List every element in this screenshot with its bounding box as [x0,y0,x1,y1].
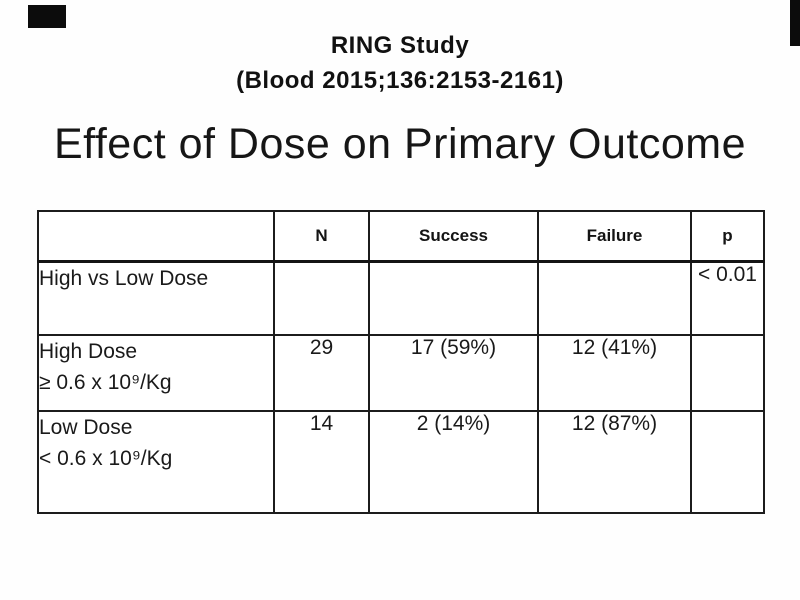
col-header-failure: Failure [537,210,692,263]
citation: (Blood 2015;136:2153-2161) [236,67,564,94]
page-title: Effect of Dose on Primary Outcome [53,120,747,168]
table-header-row: N Success Failure p [37,210,765,263]
row-label: High vs Low Dose [37,260,275,336]
row-label-line1: Low Dose [39,415,133,439]
row-label-line2: < 0.6 x 10⁹/Kg [39,446,173,470]
title-block: RING Study (Blood 2015;136:2153-2161) [0,28,800,98]
row-label: High Dose ≥ 0.6 x 10⁹/Kg [37,333,275,412]
outcome-table: N Success Failure p High vs Low Dose < 0… [37,210,765,514]
scan-mark-top-left [28,5,66,28]
scan-mark-right-edge [790,0,800,46]
col-header-blank [37,210,275,263]
table-row-high-vs-low: High vs Low Dose < 0.01 [37,260,765,336]
study-title: RING Study [330,32,470,59]
table-row-high-dose: High Dose ≥ 0.6 x 10⁹/Kg 29 17 (59%) 12 … [37,333,765,412]
cell-n [273,260,370,336]
row-label-line1: High vs Low Dose [39,267,209,290]
row-label-line1: High Dose [39,339,138,363]
row-label: Low Dose < 0.6 x 10⁹/Kg [37,409,275,514]
cell-n: 29 [273,333,370,412]
cell-success: 2 (14%) [368,409,539,514]
cell-failure: 12 (87%) [537,409,692,514]
cell-failure: 12 (41%) [537,333,692,412]
col-header-p: p [690,210,765,263]
row-label-line2: ≥ 0.6 x 10⁹/Kg [39,370,172,394]
cell-p: < 0.01 [690,260,765,336]
cell-success [368,260,539,336]
table-row-low-dose: Low Dose < 0.6 x 10⁹/Kg 14 2 (14%) 12 (8… [37,409,765,514]
col-header-success: Success [368,210,539,263]
cell-p [690,409,765,514]
cell-p [690,333,765,412]
col-header-n: N [273,210,370,263]
cell-failure [537,260,692,336]
cell-n: 14 [273,409,370,514]
cell-success: 17 (59%) [368,333,539,412]
